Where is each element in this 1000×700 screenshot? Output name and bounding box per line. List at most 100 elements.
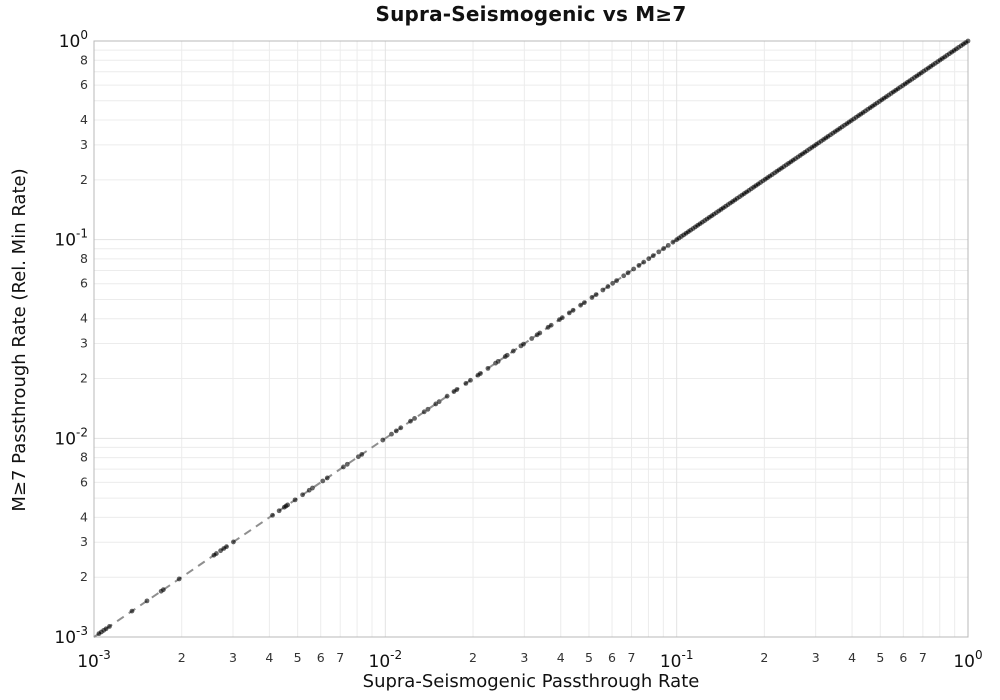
data-point — [412, 415, 417, 421]
data-point — [631, 266, 637, 272]
data-point — [292, 497, 298, 503]
data-point — [548, 322, 554, 328]
y-minor-tick-label: 2 — [80, 172, 88, 187]
x-minor-tick-label: 5 — [876, 650, 884, 665]
plot-border — [93, 40, 969, 638]
data-point — [529, 336, 535, 341]
data-point — [144, 598, 150, 604]
data-point — [389, 431, 394, 437]
data-point — [341, 464, 346, 470]
x-minor-tick-label: 7 — [628, 650, 636, 665]
y-minor-tick-label: 3 — [80, 336, 88, 351]
x-major-tick-label: 10-3 — [77, 648, 111, 672]
data-point — [444, 393, 450, 399]
x-minor-tick-label: 2 — [760, 650, 768, 665]
y-minor-tick-label: 4 — [80, 112, 88, 127]
x-minor-tick-label: 2 — [469, 650, 477, 665]
data-point — [425, 406, 431, 412]
x-minor-tick-label: 3 — [229, 650, 237, 665]
y-minor-tick-label: 4 — [80, 509, 88, 524]
data-point — [581, 300, 587, 306]
data-point — [433, 401, 439, 407]
data-point — [593, 292, 599, 298]
data-point — [478, 371, 483, 376]
x-minor-tick-label: 2 — [178, 650, 186, 665]
x-minor-tick-label: 6 — [899, 650, 907, 665]
x-minor-tick-label: 7 — [336, 650, 344, 665]
y-major-tick-label: 10-2 — [54, 425, 88, 449]
y-axis-label: M≥7 Passthrough Rate (Rel. Min Rate) — [9, 168, 30, 512]
data-point — [454, 387, 460, 392]
data-point — [320, 478, 326, 484]
y-minor-tick-label: 6 — [80, 276, 88, 291]
x-minor-tick-label: 4 — [557, 650, 565, 665]
data-point — [224, 544, 229, 550]
data-point — [421, 409, 427, 415]
data-point — [566, 310, 572, 316]
data-point — [521, 341, 526, 347]
x-major-tick-label: 10-2 — [369, 648, 403, 672]
data-point — [600, 287, 606, 293]
data-point — [355, 454, 361, 460]
data-point — [646, 256, 652, 262]
data-point — [578, 302, 583, 308]
data-point — [324, 475, 330, 481]
x-minor-tick-label: 6 — [317, 650, 325, 665]
data-point — [965, 38, 971, 44]
data-point — [398, 425, 404, 431]
data-point — [625, 270, 631, 276]
data-point — [463, 381, 469, 386]
y-minor-tick-label: 3 — [80, 534, 88, 549]
data-point — [636, 263, 642, 268]
x-minor-tick-label: 4 — [265, 650, 273, 665]
x-axis-label: Supra-Seismogenic Passthrough Rate — [362, 671, 700, 692]
data-point — [605, 284, 611, 289]
x-minor-tick-label: 5 — [294, 650, 302, 665]
x-minor-tick-label: 6 — [608, 650, 616, 665]
data-point — [661, 246, 667, 251]
y-minor-tick-label: 2 — [80, 569, 88, 584]
data-point — [614, 278, 619, 284]
data-point — [103, 626, 109, 632]
data-point — [570, 307, 576, 313]
data-point — [129, 608, 135, 614]
x-major-tick-label: 100 — [953, 648, 982, 672]
y-major-tick-label: 100 — [59, 28, 88, 52]
data-point — [665, 242, 671, 248]
data-point — [537, 330, 543, 336]
data-point — [589, 295, 595, 300]
y-minor-tick-label: 8 — [80, 450, 88, 465]
data-point — [160, 587, 166, 593]
data-point — [670, 239, 676, 245]
x-minor-tick-label: 7 — [919, 650, 927, 665]
x-minor-tick-label: 3 — [520, 650, 528, 665]
data-point — [270, 512, 275, 518]
y-minor-tick-label: 6 — [80, 77, 88, 92]
x-major-tick-label: 10-1 — [660, 648, 694, 672]
data-point — [656, 249, 662, 255]
data-point — [559, 315, 565, 321]
data-point — [641, 259, 647, 265]
y-minor-tick-label: 8 — [80, 52, 88, 67]
data-point — [344, 461, 350, 467]
x-minor-tick-label: 3 — [812, 650, 820, 665]
data-point — [504, 352, 510, 358]
data-point — [310, 485, 315, 491]
data-point — [285, 502, 291, 508]
data-point — [485, 365, 491, 371]
data-point — [468, 377, 473, 383]
x-minor-tick-label: 5 — [585, 650, 593, 665]
y-major-tick-label: 10-1 — [54, 227, 88, 251]
data-point — [436, 399, 442, 405]
data-point — [393, 428, 399, 434]
data-point — [650, 253, 656, 259]
data-point — [276, 508, 282, 514]
data-point — [380, 437, 386, 443]
chart-title: Supra-Seismogenic vs M≥7 — [375, 2, 687, 26]
data-point — [231, 539, 236, 545]
y-minor-tick-label: 3 — [80, 137, 88, 152]
y-minor-tick-label: 8 — [80, 251, 88, 266]
data-point — [213, 551, 219, 556]
